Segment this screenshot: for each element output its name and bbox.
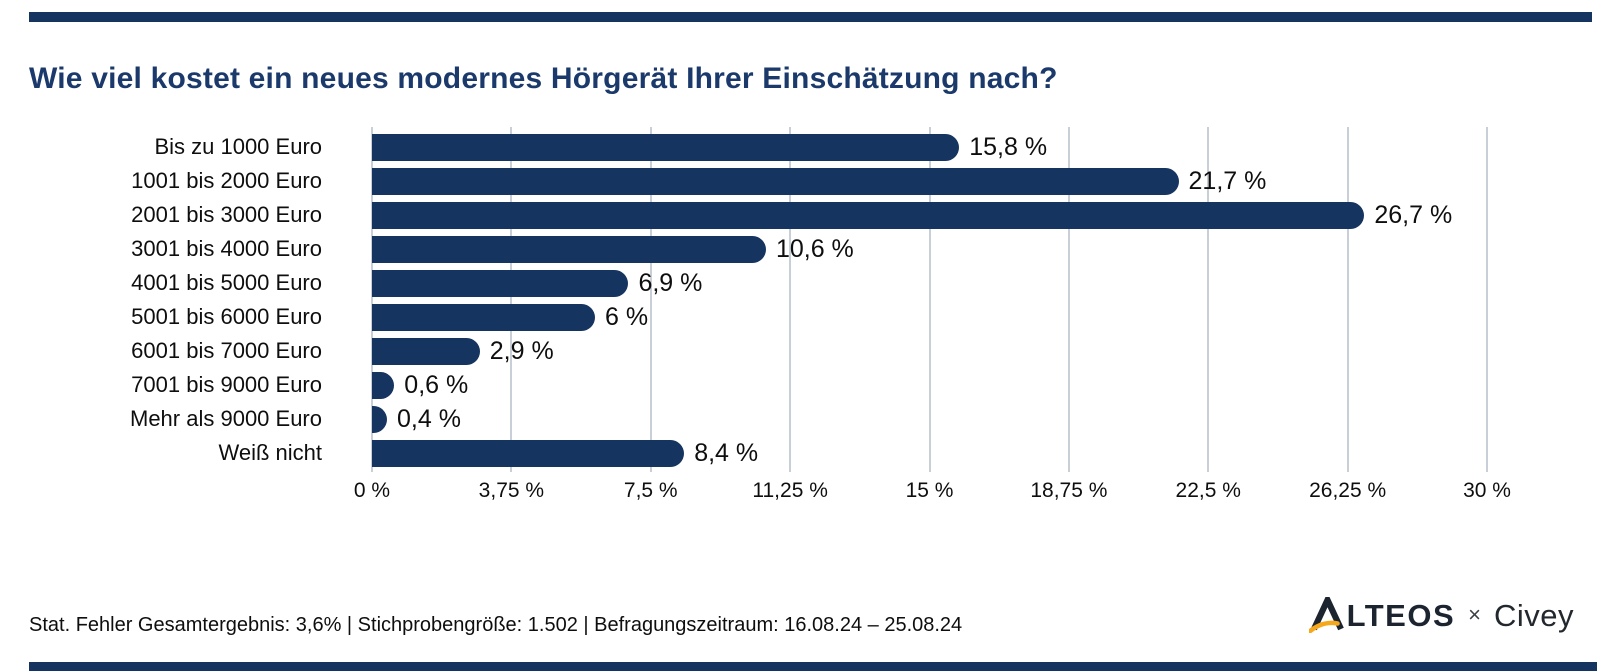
x-tick-label: 7,5 % <box>623 479 678 502</box>
civey-logo-text: Civey <box>1493 597 1574 633</box>
value-label: 2,9 % <box>489 336 554 365</box>
bar-track: 0,6 % <box>372 368 1487 402</box>
chart-row: Mehr als 9000 Euro 0,4 % <box>0 402 1600 436</box>
x-tick-label: 30 % <box>1463 479 1511 502</box>
value-label: 15,8 % <box>969 132 1048 161</box>
value-label: 0,4 % <box>397 404 461 433</box>
x-axis: 0 % 3,75 % 7,5 % 11,25 % 15 % 18,75 % 22,5 % 26… <box>354 479 1511 509</box>
chart-row: 3001 bis 4000 Euro 10,6 % <box>0 232 1600 266</box>
x-tick-label: 22,5 % <box>1175 479 1241 502</box>
brand-logos: LTEOS × Civey <box>1308 597 1574 633</box>
value-label: 0,6 % <box>404 370 469 399</box>
category-label: Weiß nicht <box>218 440 322 465</box>
chart-row: 2001 bis 3000 Euro 26,7 % <box>0 198 1600 232</box>
value-label: 10,6 % <box>775 234 854 263</box>
x-tick-label: 11,25 % <box>752 479 828 502</box>
bar <box>372 371 395 399</box>
category-label: 6001 bis 7000 Euro <box>131 338 322 363</box>
bar-track: 21,7 % <box>372 164 1487 198</box>
chart-row: 7001 bis 9000 Euro 0,6 % <box>0 368 1600 402</box>
bar <box>372 167 1179 195</box>
chart-row: Bis zu 1000 Euro 15,8 % <box>0 130 1600 164</box>
category-label: 5001 bis 6000 Euro <box>131 304 322 329</box>
bar-track: 26,7 % <box>372 198 1487 232</box>
top-accent-bar <box>29 12 1592 22</box>
category-label: 4001 bis 5000 Euro <box>131 270 322 295</box>
category-label: 2001 bis 3000 Euro <box>131 202 322 227</box>
chart-rows: Bis zu 1000 Euro 15,8 % 1001 bis 2000 Euro… <box>0 130 1600 470</box>
value-label: 8,4 % <box>694 438 759 467</box>
category-label: 7001 bis 9000 Euro <box>131 372 322 397</box>
x-tick-label: 18,75 % <box>1030 479 1108 502</box>
value-label: 6 % <box>605 302 649 331</box>
x-tick-label: 3,75 % <box>478 479 545 502</box>
x-tick-label: 26,25 % <box>1309 479 1387 502</box>
chart-title: Wie viel kostet ein neues modernes Hörge… <box>29 62 1058 96</box>
bar <box>372 133 960 161</box>
logo-separator-x-icon: × <box>1468 602 1481 627</box>
bar <box>372 201 1365 229</box>
chart-row: Weiß nicht 8,4 % <box>0 436 1600 470</box>
bar-track: 2,9 % <box>372 334 1487 368</box>
x-tick-label: 0 % <box>353 479 391 502</box>
alteos-a-logo-icon <box>1308 597 1344 633</box>
bar <box>372 235 766 263</box>
category-label: Bis zu 1000 Euro <box>154 134 322 159</box>
value-label: 21,7 % <box>1188 166 1267 195</box>
survey-metadata-text: Stat. Fehler Gesamtergebnis: 3,6% | Stic… <box>29 614 963 636</box>
bar <box>372 405 387 433</box>
value-label: 26,7 % <box>1374 200 1453 229</box>
chart-row: 6001 bis 7000 Euro 2,9 % <box>0 334 1600 368</box>
bar-track: 8,4 % <box>372 436 1487 470</box>
category-label: 1001 bis 2000 Euro <box>131 168 322 193</box>
chart-row: 1001 bis 2000 Euro 21,7 % <box>0 164 1600 198</box>
x-tick-label: 15 % <box>905 479 954 502</box>
bar-track: 0,4 % <box>372 402 1487 436</box>
bar <box>372 269 629 297</box>
value-label: 6,9 % <box>638 268 703 297</box>
bar-track: 10,6 % <box>372 232 1487 266</box>
bottom-accent-bar <box>29 662 1597 671</box>
alteos-logo-text: LTEOS <box>1346 597 1456 633</box>
chart-row: 5001 bis 6000 Euro 6 % <box>0 300 1600 334</box>
bar-track: 6,9 % <box>372 266 1487 300</box>
bar <box>372 337 480 365</box>
bar <box>372 303 595 331</box>
bar <box>372 439 685 467</box>
bar-track: 15,8 % <box>372 130 1487 164</box>
chart-row: 4001 bis 5000 Euro 6,9 % <box>0 266 1600 300</box>
category-label: Mehr als 9000 Euro <box>130 406 322 431</box>
category-label: 3001 bis 4000 Euro <box>131 236 322 261</box>
bar-track: 6 % <box>372 300 1487 334</box>
